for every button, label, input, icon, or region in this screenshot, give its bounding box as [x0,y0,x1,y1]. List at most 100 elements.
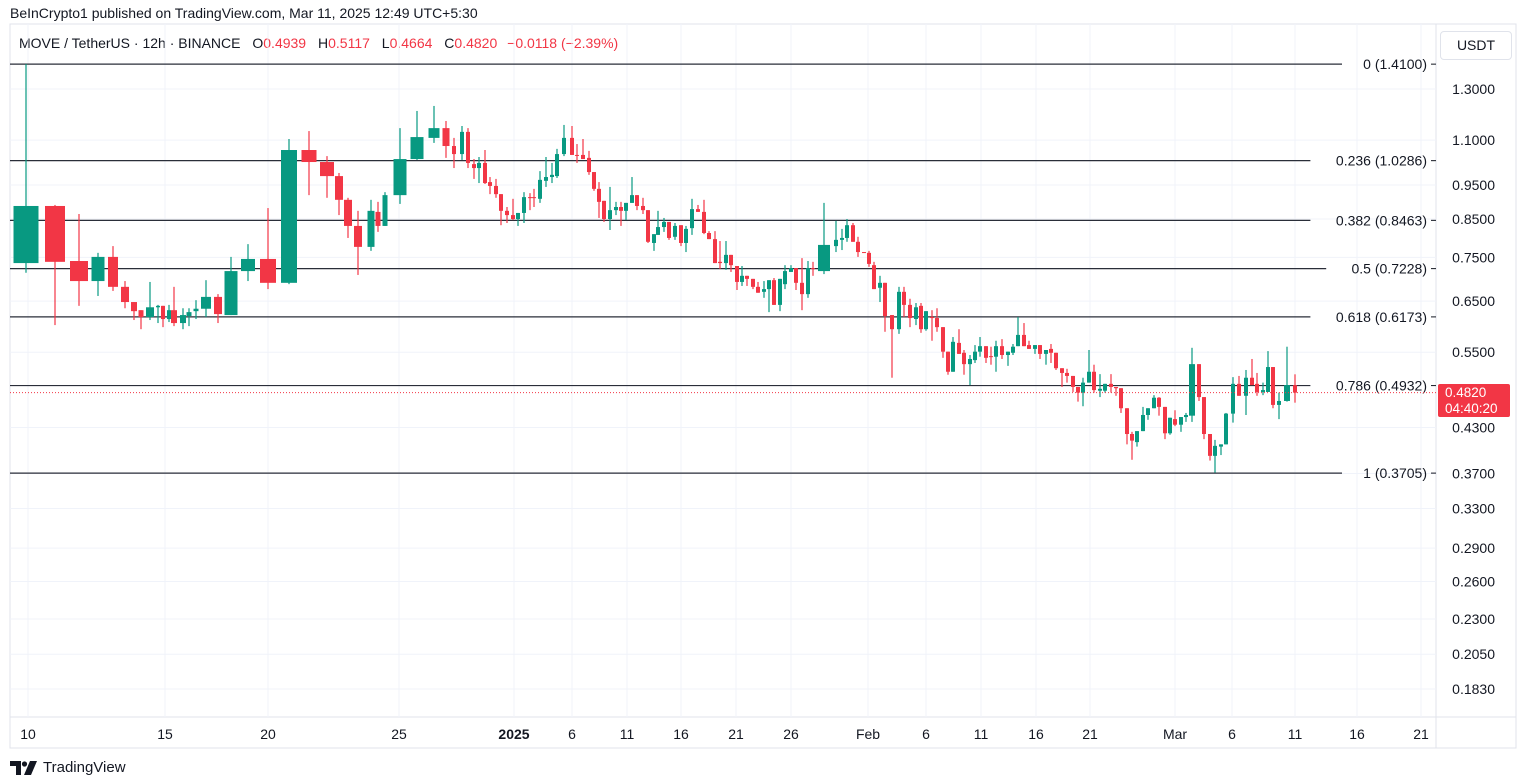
candle-down[interactable] [713,239,717,264]
candle-up[interactable] [783,271,787,285]
candle-down[interactable] [800,282,804,295]
candle-up[interactable] [789,268,793,272]
candle-up[interactable] [652,234,656,243]
candle-down[interactable] [962,352,966,365]
candle-up[interactable] [968,358,972,365]
candle-down[interactable] [1130,434,1134,441]
candle-down[interactable] [1054,352,1058,369]
candle-down[interactable] [679,225,683,243]
candle-down[interactable] [570,137,574,155]
candle-down[interactable] [1293,385,1297,393]
candle-up[interactable] [840,237,844,240]
candle-down[interactable] [667,221,671,238]
candle-up[interactable] [978,346,982,352]
candle-down[interactable] [528,197,532,199]
footer-brand[interactable]: TradingView [10,759,126,776]
candle-down[interactable] [1173,419,1177,425]
candle-down[interactable] [984,346,988,358]
candle-up[interactable] [924,311,928,330]
candle-up[interactable] [167,310,171,320]
candle-down[interactable] [1109,383,1113,387]
candle-down[interactable] [375,211,381,226]
candle-down[interactable] [121,286,129,303]
candle-up[interactable] [550,174,554,178]
candle-up[interactable] [1103,383,1107,391]
candle-down[interactable] [575,154,579,156]
candle-up[interactable] [845,225,849,238]
candle-down[interactable] [646,210,650,242]
candle-down[interactable] [466,131,470,163]
candle-up[interactable] [281,150,297,283]
candle-down[interactable] [851,225,855,242]
candle-up[interactable] [630,195,634,203]
candle-down[interactable] [811,268,815,270]
candle-down[interactable] [483,162,487,184]
candle-up[interactable] [1033,345,1037,349]
candle-down[interactable] [1119,388,1123,409]
candle-up[interactable] [778,278,782,305]
candle-up[interactable] [146,307,154,318]
candle-down[interactable] [729,254,733,266]
candle-up[interactable] [91,256,105,282]
candle-up[interactable] [1213,445,1217,456]
candle-down[interactable] [442,128,450,147]
candle-down[interactable] [1000,346,1004,356]
candle-down[interactable] [707,233,711,240]
candle-up[interactable] [740,275,744,282]
candle-down[interactable] [756,286,760,293]
candle-down[interactable] [908,304,912,319]
candle-down[interactable] [1255,383,1259,392]
symbol-name[interactable]: MOVE / TetherUS · 12h · BINANCE [19,35,241,51]
candle-down[interactable] [335,176,343,200]
candle-down[interactable] [883,282,887,317]
currency-button[interactable]: USDT [1440,31,1512,60]
candle-up[interactable] [1168,417,1172,434]
candle-up[interactable] [460,131,464,155]
candle-up[interactable] [428,128,440,138]
candle-up[interactable] [767,280,771,290]
candle-up[interactable] [180,315,186,324]
candle-down[interactable] [641,205,645,211]
candle-down[interactable] [718,261,722,264]
candle-up[interactable] [818,244,830,272]
candle-down[interactable] [989,356,993,358]
candle-down[interactable] [1092,371,1096,391]
candle-down[interactable] [1250,377,1254,386]
candle-down[interactable] [1208,434,1212,456]
candle-down[interactable] [1271,367,1275,405]
candle-down[interactable] [930,317,934,319]
candle-down[interactable] [735,266,739,282]
candle-up[interactable] [897,291,901,330]
candle-up[interactable] [1261,390,1265,392]
candle-down[interactable] [260,258,276,283]
candle-down[interactable] [1076,386,1080,393]
candle-down[interactable] [1197,364,1201,398]
candle-up[interactable] [13,205,39,264]
candle-up[interactable] [762,289,766,292]
candle-down[interactable] [941,327,945,352]
candle-down[interactable] [702,211,706,234]
candle-down[interactable] [494,185,498,195]
candle-down[interactable] [70,261,88,282]
candle-down[interactable] [499,194,503,211]
candle-down[interactable] [214,296,222,315]
candle-down[interactable] [161,305,165,320]
candle-down[interactable] [581,154,585,160]
candle-up[interactable] [522,197,526,213]
candle-up[interactable] [608,210,612,220]
candle-down[interactable] [862,252,866,254]
candle-up[interactable] [684,228,688,243]
candle-down[interactable] [957,342,961,354]
candle-down[interactable] [505,210,509,216]
candle-down[interactable] [602,200,606,220]
candle-down[interactable] [597,188,601,202]
candle-up[interactable] [662,221,666,228]
candle-down[interactable] [1060,368,1064,373]
candle-down[interactable] [867,252,871,264]
candle-down[interactable] [452,146,456,155]
candle-up[interactable] [994,346,998,357]
candle-down[interactable] [1163,406,1167,434]
candle-up[interactable] [1146,408,1150,415]
candle-down[interactable] [1065,372,1069,376]
